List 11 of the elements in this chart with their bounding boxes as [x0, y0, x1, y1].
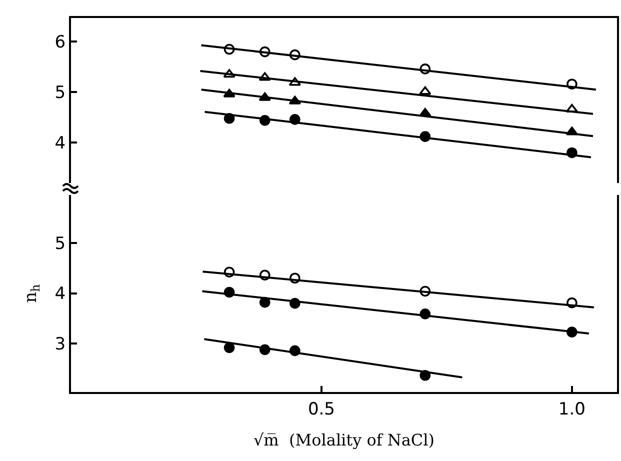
point: [419, 86, 432, 95]
point: [224, 342, 235, 354]
x-axis-title: √m̅ (Molality of NaCl): [253, 430, 435, 450]
y-tick-label: 6: [54, 32, 66, 53]
y-tick-label: 5: [54, 83, 66, 104]
x-tick-label: 1.0: [558, 399, 586, 420]
y-tick-label: 4: [54, 134, 66, 154]
x-tick-label: 0.5: [308, 399, 335, 420]
y-tick-label: 4: [54, 284, 66, 304]
y-tick-label: 5: [54, 234, 66, 254]
y-tick-label: 3: [54, 334, 66, 355]
